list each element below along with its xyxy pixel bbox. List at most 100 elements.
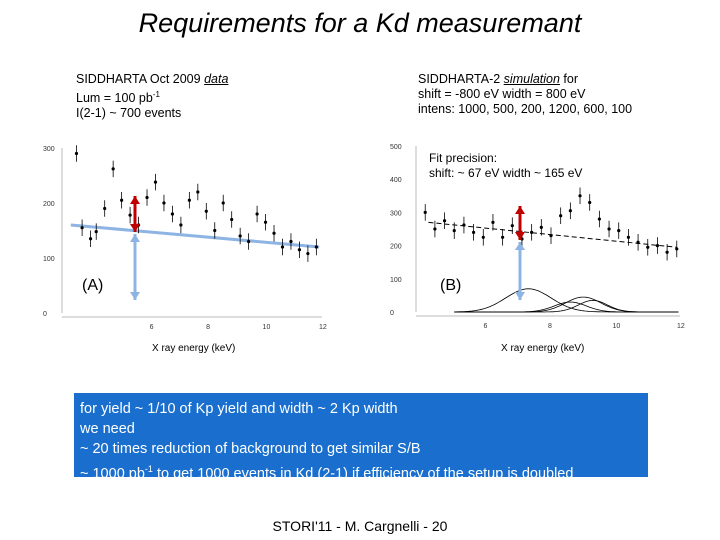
data-point xyxy=(675,247,679,251)
right-info: SIDDHARTA-2 simulation for shift = -800 … xyxy=(418,72,632,117)
data-point xyxy=(655,244,660,248)
y-tick-label: 400 xyxy=(390,177,402,184)
left-info-line2-sup: -1 xyxy=(152,90,160,99)
panel-label-a: (A) xyxy=(82,277,104,294)
data-point xyxy=(111,167,115,171)
data-point xyxy=(297,248,302,252)
data-point xyxy=(230,217,234,222)
data-point xyxy=(179,223,183,227)
peak-curve xyxy=(454,288,679,313)
signal-arrow-b-head-top xyxy=(515,206,525,214)
left-info-line1: SIDDHARTA Oct 2009 xyxy=(76,72,205,86)
data-point xyxy=(433,227,437,231)
data-point xyxy=(263,220,268,224)
data-point xyxy=(636,240,640,244)
data-point xyxy=(314,245,318,249)
y-tick-label: 200 xyxy=(43,201,55,208)
data-point xyxy=(501,235,505,239)
data-point xyxy=(617,229,621,233)
data-point xyxy=(597,217,601,221)
data-point xyxy=(607,227,611,231)
data-point xyxy=(255,212,259,216)
background-arrow-b-head-bottom xyxy=(515,292,525,300)
data-point xyxy=(491,220,495,224)
data-point xyxy=(247,239,251,244)
requirements-box: for yield ~ 1/10 of Kp yield and width ~… xyxy=(74,393,648,482)
fit-precision-box: Fit precision: shift: ~ 67 eV width ~ 16… xyxy=(427,151,585,181)
x-tick-label: 10 xyxy=(613,323,621,330)
data-point xyxy=(145,195,149,200)
data-point xyxy=(238,234,242,238)
footer: STORI'11 - M. Cargnelli - 20 xyxy=(272,518,448,534)
data-point xyxy=(646,245,650,249)
data-point xyxy=(530,230,534,234)
req-line3: ~ 20 times reduction of background to ge… xyxy=(80,441,421,457)
req-line1: for yield ~ 1/10 of Kp yield and width ~… xyxy=(80,401,398,417)
x-tick-label: 6 xyxy=(484,323,488,330)
y-tick-label: 300 xyxy=(43,146,55,153)
y-tick-label: 300 xyxy=(390,210,402,217)
signal-arrow-a-head-bottom xyxy=(130,224,140,232)
data-point xyxy=(280,245,285,249)
xlabel-a: X ray energy (keV) xyxy=(152,343,236,354)
right-info-line1-prefix: SIDDHARTA-2 xyxy=(418,72,504,86)
background-arrow-a-head-bottom xyxy=(130,292,140,300)
data-point xyxy=(549,234,553,238)
data-point xyxy=(510,224,514,228)
data-point xyxy=(588,200,592,205)
data-point xyxy=(103,206,107,211)
x-tick-label: 12 xyxy=(677,323,685,330)
data-link: data xyxy=(204,72,229,86)
y-tick-label: 100 xyxy=(390,277,402,284)
data-point xyxy=(170,212,175,216)
x-tick-label: 12 xyxy=(319,324,327,331)
x-tick-label: 8 xyxy=(206,324,210,331)
right-info-line2: shift = -800 eV width = 800 eV xyxy=(418,87,586,101)
data-point xyxy=(187,198,191,202)
page-title: Requirements for a Kd measuremant xyxy=(138,8,582,38)
xlabel-b: X ray energy (keV) xyxy=(501,343,585,354)
fit-line2: shift: ~ 67 eV width ~ 165 eV xyxy=(429,166,583,180)
data-point xyxy=(196,190,200,194)
y-tick-label: 0 xyxy=(43,311,47,318)
data-point xyxy=(128,213,132,217)
data-point xyxy=(481,235,485,239)
data-point xyxy=(289,239,293,244)
simulation-link: simulation xyxy=(503,72,560,86)
data-point xyxy=(94,230,98,234)
req-line4-prefix: ~ 1000 pb xyxy=(80,465,145,482)
y-tick-label: 200 xyxy=(390,244,402,251)
fit-line1: Fit precision: xyxy=(429,151,498,165)
data-point xyxy=(306,252,310,256)
background-line xyxy=(70,223,320,249)
data-point xyxy=(213,228,217,233)
signal-arrow-b-head-bottom xyxy=(515,232,525,240)
data-point xyxy=(539,225,543,229)
right-info-line3: intens: 1000, 500, 200, 1200, 600, 100 xyxy=(418,102,633,116)
x-tick-label: 6 xyxy=(150,324,154,331)
data-point xyxy=(162,201,166,205)
y-tick-label: 500 xyxy=(390,144,402,151)
req-line2: we need xyxy=(80,421,135,437)
data-point xyxy=(272,231,276,235)
data-point xyxy=(221,201,225,205)
data-point xyxy=(423,210,427,214)
panel-label-b: (B) xyxy=(440,277,462,294)
y-tick-label: 100 xyxy=(43,256,55,263)
signal-arrow-a-head-top xyxy=(130,196,140,204)
req-line4-sup: -1 xyxy=(144,464,153,474)
background-arrow-a-head-top xyxy=(130,234,140,242)
left-info: SIDDHARTA Oct 2009 data Lum = 100 pb-1 I… xyxy=(76,72,228,121)
data-point xyxy=(204,209,208,213)
background-arrow-b-head-top xyxy=(515,242,525,250)
left-info-line2: Lum = 100 pb xyxy=(76,91,153,106)
data-point xyxy=(472,230,476,234)
data-point xyxy=(665,250,669,254)
data-point xyxy=(74,151,79,156)
x-tick-label: 10 xyxy=(263,324,271,331)
left-info-line3: I(2-1) ~ 700 events xyxy=(76,106,182,121)
data-point xyxy=(462,223,466,227)
data-point xyxy=(578,194,582,198)
data-point xyxy=(153,180,158,184)
